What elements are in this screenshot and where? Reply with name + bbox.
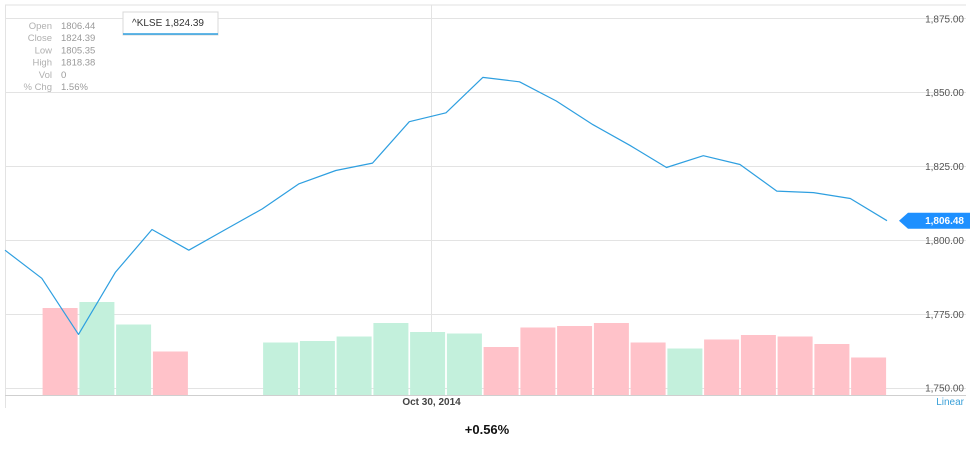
y-tick-label: 1,825.00 [925,162,964,173]
percent-change-label: +0.56% [464,422,510,437]
volume-bar-up [373,323,409,395]
info-value: 1818.38 [61,58,95,69]
info-value: 0 [61,70,66,81]
x-tick-label: Oct 30, 2014 [402,397,461,408]
last-value-badge: 1,806.48 [899,212,970,229]
last-value-label: 1,806.48 [925,216,964,227]
volume-bar-down [483,347,519,395]
info-value: 1806.44 [61,21,95,32]
ohlc-info-panel: Open 1806.44 Close 1824.39 Low 1805.35 High 181… [23,21,95,93]
volume-bar-down [630,342,666,395]
price-line [4,76,888,335]
volume-bars [42,302,887,395]
info-value: 1805.35 [61,45,95,56]
y-tick-label: 1,775.00 [925,310,964,321]
y-tick-label: 1,875.00 [925,14,964,25]
info-label: Low [35,45,53,56]
volume-bar-down [557,326,593,395]
y-tick-label: 1,750.00 [925,384,964,395]
price-line-layer [4,76,888,335]
y-tick-label: 1,800.00 [925,236,964,247]
volume-bar-up [446,333,482,395]
volume-bar-up [116,324,152,395]
info-value: 1824.39 [61,33,95,44]
legend-box [122,11,219,36]
series-legend[interactable]: ^KLSE 1,824.39 [122,11,219,36]
price-chart: 1,875.00 1,850.00 1,825.00 1,800.00 1,775.00… [4,4,970,408]
volume-bar-up [299,341,335,395]
info-label: Close [28,33,52,44]
info-label: High [32,58,52,69]
y-tick-label: 1,850.00 [925,88,964,99]
x-axis: Oct 30, 2014 Linear [5,395,966,408]
volume-bar-up [667,348,703,395]
volume-bar-down [593,323,629,395]
volume-bar-down [777,336,813,395]
info-label: % Chg [23,82,52,93]
volume-bar-up [410,332,446,395]
volume-bar-down [814,344,850,395]
volume-bar-down [152,351,188,395]
y-axis-labels: 1,875.00 1,850.00 1,825.00 1,800.00 1,775.00… [925,14,964,394]
info-value: 1.56% [61,82,88,93]
volume-bar-up [263,342,299,395]
volume-bar-down [740,335,776,395]
volume-bar-up [79,302,115,395]
volume-bar-up [336,336,372,395]
scale-toggle-label[interactable]: Linear [936,397,964,408]
volume-bar-down [42,308,78,395]
volume-bar-down [520,327,556,395]
info-label: Vol [39,70,52,81]
volume-bar-down [704,339,740,395]
last-value-badge-shape [899,212,970,229]
volume-bar-down [851,357,887,395]
info-label: Open [29,21,52,32]
legend-label: ^KLSE 1,824.39 [132,18,204,29]
